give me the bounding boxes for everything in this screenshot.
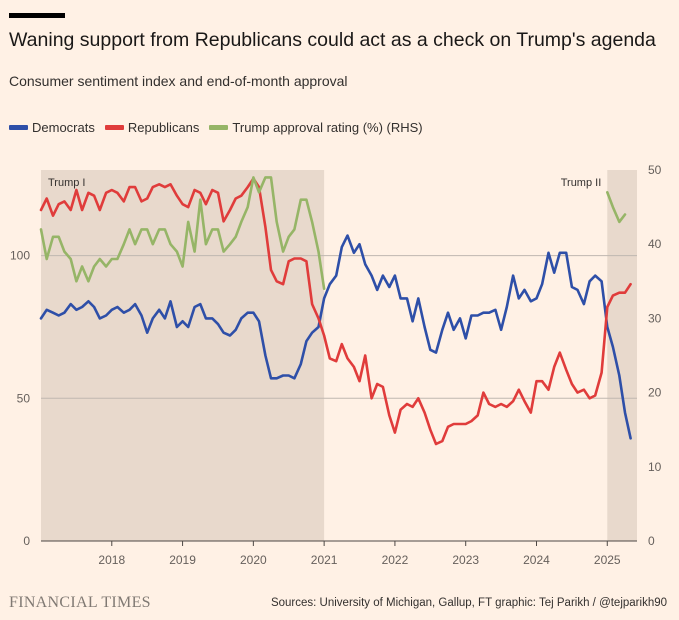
- x-tick-label-2: 2020: [240, 553, 267, 567]
- y-left-tick-label-1: 50: [17, 391, 31, 405]
- source-note: Sources: University of Michigan, Gallup,…: [270, 597, 667, 609]
- y-axis-right-ticks: 0 10 20 30 40 50: [648, 163, 662, 548]
- series-line-2-seg-0: [39, 176, 326, 290]
- legend-item-republicans: Republicans: [104, 120, 200, 135]
- series-line-0-seg-0: [39, 234, 632, 440]
- y-right-tick-label-0: 0: [648, 534, 655, 548]
- x-tick-label-1: 2019: [169, 553, 196, 567]
- chart-title: Waning support from Republicans could ac…: [9, 29, 656, 51]
- period-labels: Trump I Trump II: [48, 177, 601, 189]
- y-right-tick-label-1: 10: [648, 460, 662, 474]
- legend-item-approval: Trump approval rating (%) (RHS): [209, 120, 423, 135]
- y-right-tick-label-2: 20: [648, 386, 662, 400]
- legend-label-democrats: Democrats: [32, 120, 95, 135]
- period-label-1: Trump II: [561, 177, 602, 189]
- legend-swatch-approval: [209, 125, 229, 130]
- period-label-0: Trump I: [48, 177, 86, 189]
- y-right-tick-label-3: 30: [648, 311, 662, 325]
- y-right-tick-label-4: 40: [648, 237, 662, 251]
- y-right-tick-label-5: 50: [648, 163, 662, 177]
- ft-brand: FINANCIAL TIMES: [9, 594, 151, 611]
- legend-item-democrats: Democrats: [9, 120, 95, 135]
- series-line-2-seg-1: [606, 191, 627, 224]
- x-tick-label-6: 2024: [523, 553, 550, 567]
- shaded-periods: [41, 170, 637, 541]
- shaded-period-0: [41, 170, 325, 541]
- x-tick-label-5: 2023: [452, 553, 479, 567]
- chart-legend: Democrats Republicans Trump approval rat…: [9, 120, 423, 135]
- legend-label-republicans: Republicans: [127, 120, 200, 135]
- brand-top-bar: [9, 13, 65, 18]
- legend-swatch-republicans: [104, 125, 124, 130]
- x-axis-ticks: 2018 2019 2020 2021 2022 2023 2024 2025: [98, 541, 621, 567]
- x-tick-label-3: 2021: [311, 553, 338, 567]
- y-axis-left-ticks: 0 50 100: [10, 249, 30, 548]
- y-left-tick-label-0: 0: [23, 534, 30, 548]
- legend-swatch-democrats: [9, 125, 28, 130]
- shaded-period-1: [607, 170, 637, 541]
- series-line-1-seg-0: [39, 177, 632, 446]
- legend-label-approval: Trump approval rating (%) (RHS): [232, 120, 423, 135]
- x-tick-label-0: 2018: [98, 553, 125, 567]
- y-left-tick-label-2: 100: [10, 249, 30, 263]
- chart-subtitle: Consumer sentiment index and end-of-mont…: [9, 73, 348, 89]
- x-tick-label-7: 2025: [594, 553, 621, 567]
- series-lines: [39, 176, 632, 446]
- x-tick-label-4: 2022: [382, 553, 409, 567]
